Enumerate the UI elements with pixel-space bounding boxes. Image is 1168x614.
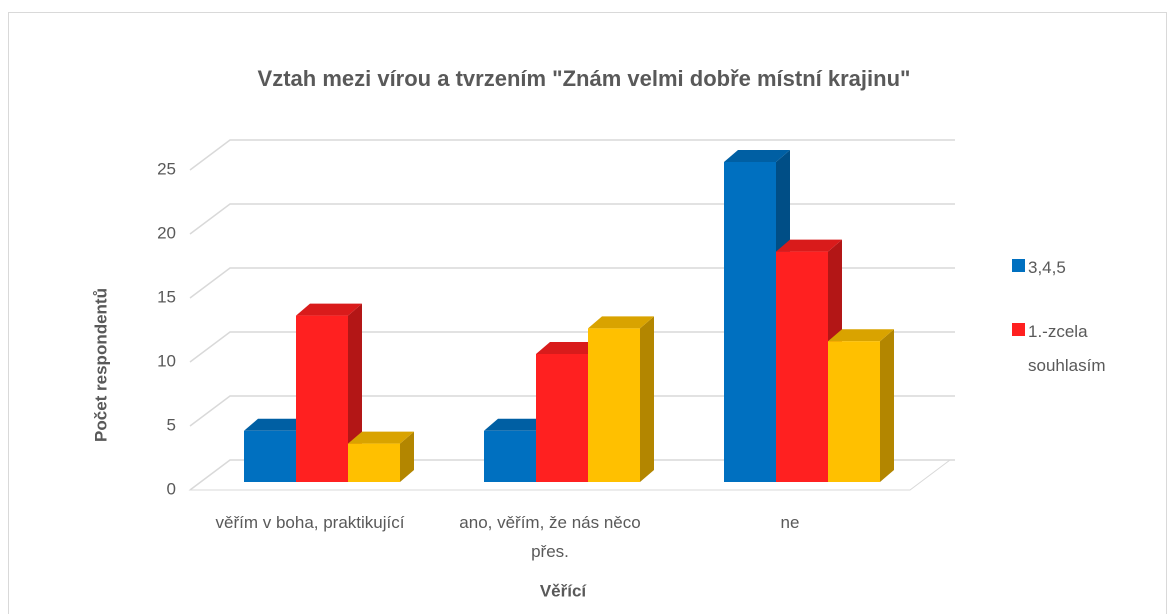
y-tick-label: 10	[157, 351, 176, 370]
chart-border	[8, 12, 1167, 614]
legend-swatch	[1012, 323, 1025, 336]
y-tick-label: 25	[157, 159, 176, 178]
grid-line	[189, 331, 955, 363]
legend-label: 1.-zcela souhlasím	[1028, 322, 1106, 375]
grid-line	[189, 203, 955, 235]
bar-top	[776, 239, 842, 252]
x-tick-label: věřím v boha, praktikující	[215, 513, 405, 532]
bar-side	[640, 316, 654, 482]
legend-label: 3,4,5	[1028, 258, 1066, 277]
bar-top	[724, 150, 790, 162]
bar	[536, 354, 588, 482]
bar-top	[348, 431, 414, 444]
bar-side	[880, 329, 894, 482]
y-axis-label: Počet respondentů	[91, 288, 110, 442]
x-tick-label: ne	[780, 513, 800, 532]
grid-line	[189, 267, 955, 299]
bar-top	[484, 418, 550, 431]
grid-line	[189, 459, 955, 491]
bar-top	[536, 342, 602, 354]
bar	[484, 430, 536, 482]
grid-line	[189, 139, 955, 171]
bar	[776, 251, 828, 482]
bar	[724, 162, 776, 482]
y-tick-label: 5	[167, 415, 176, 434]
y-tick-label: 0	[167, 479, 176, 498]
bar-top	[244, 418, 310, 431]
x-tick-label: ano, věřím, že nás něco přes.	[459, 513, 641, 561]
y-tick-label: 15	[157, 287, 176, 306]
bar-top	[828, 329, 894, 342]
bar-side	[400, 431, 414, 482]
bar	[828, 341, 880, 482]
bar-top	[588, 316, 654, 329]
chart-title: Vztah mezi vírou a tvrzením "Znám velmi …	[258, 66, 911, 91]
bar	[348, 443, 400, 482]
bar	[296, 315, 348, 482]
grid-line	[189, 395, 955, 427]
bar	[588, 328, 640, 482]
bar	[244, 430, 296, 482]
y-tick-label: 20	[157, 223, 176, 242]
legend-swatch	[1012, 259, 1025, 272]
x-axis-label: Věřící	[540, 581, 588, 600]
bar-top	[296, 303, 362, 316]
